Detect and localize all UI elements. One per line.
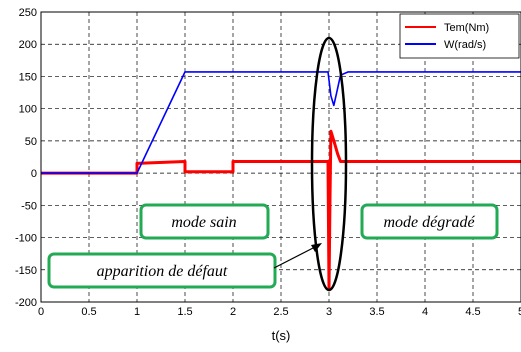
x-axis-label: t(s) (272, 328, 291, 343)
y-tick-label: 250 (19, 7, 37, 19)
annotation-text: mode dégradé (383, 214, 475, 231)
fault-ellipse (310, 36, 348, 292)
legend: Tem(Nm) W(rad/s) (399, 13, 520, 59)
arrow-head (311, 243, 322, 252)
x-tick-label: 0 (38, 306, 44, 318)
x-tick-label: 4 (422, 306, 428, 318)
plot-frame (40, 11, 521, 303)
legend-label-w: W(rad/s) (444, 39, 486, 51)
x-tick-label: 3.5 (369, 306, 384, 318)
y-tick-label: -150 (15, 265, 37, 277)
tick-labels: 0 0.5 1 1.5 2 2.5 3 3.5 4 4.5 5 250 200 150 100 50 0 -50 -… (15, 7, 521, 318)
y-tick-label: 0 (31, 168, 37, 180)
fault-arrow (273, 243, 322, 269)
x-tick-label: 1.5 (177, 306, 192, 318)
annotation-mode-sain: mode sain (139, 203, 270, 240)
y-tick-label: 100 (19, 104, 37, 116)
x-tick-label: 2.5 (273, 306, 288, 318)
y-tick-label: 50 (25, 136, 37, 148)
annotation-text: mode sain (171, 214, 236, 231)
y-tick-label: 150 (19, 71, 37, 83)
x-tick-label: 2 (230, 306, 236, 318)
annotation-mode-degrade: mode dégradé (360, 203, 499, 240)
y-tick-label: -200 (15, 297, 37, 309)
y-tick-label: 200 (19, 39, 37, 51)
y-tick-label: -100 (15, 233, 37, 245)
annotation-text: apparition de défaut (97, 263, 228, 280)
series-line-w (41, 71, 521, 174)
annotation-box (47, 252, 277, 289)
y-tick-label: -50 (21, 200, 37, 212)
x-tick-label: 4.5 (465, 306, 480, 318)
x-tick-label: 3 (326, 306, 332, 318)
x-tick-label: 1 (134, 306, 140, 318)
annotation-box (139, 203, 270, 240)
x-tick-label: 0.5 (81, 306, 96, 318)
annotation-apparition: apparition de défaut (47, 252, 277, 289)
arrow-shaft (273, 246, 316, 269)
legend-label-tem: Tem(Nm) (444, 22, 489, 34)
legend-box (399, 13, 520, 59)
x-tick-label: 5 (518, 306, 521, 318)
annotation-box (360, 203, 499, 240)
